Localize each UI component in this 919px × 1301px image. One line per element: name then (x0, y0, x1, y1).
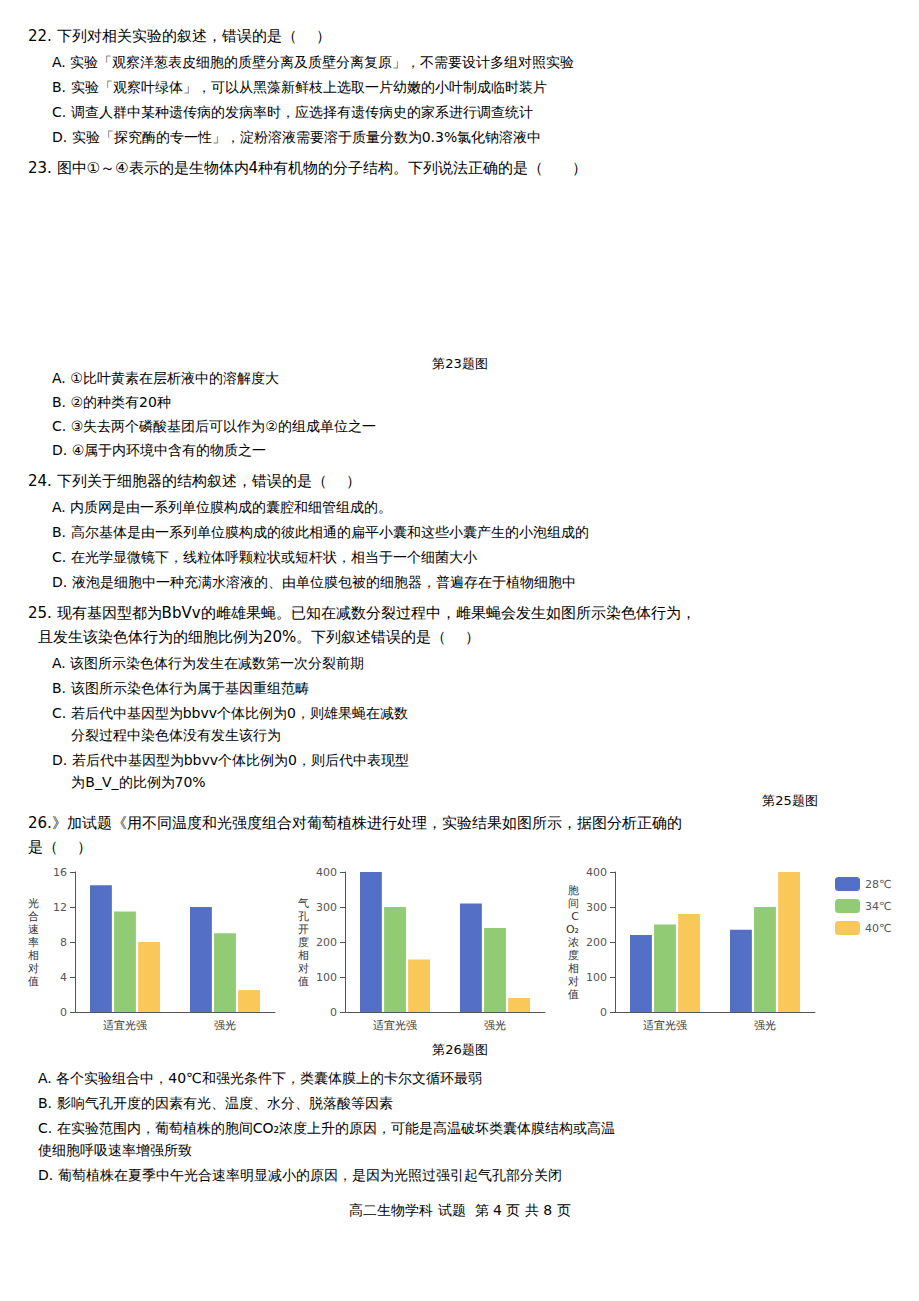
svg-text:值: 值 (298, 975, 309, 988)
svg-text:度: 度 (568, 949, 579, 962)
svg-text:B. 影响气孔开度的因素有光、温度、水分、脱落酸等因素: B. 影响气孔开度的因素有光、温度、水分、脱落酸等因素 (38, 1095, 393, 1111)
svg-text:C. ③失去两个磷酸基团后可以作为②的组成单位之一: C. ③失去两个磷酸基团后可以作为②的组成单位之一 (52, 418, 376, 434)
svg-text:且发生该染色体行为的细胞比例为20%。下列叙述错误的是（: 且发生该染色体行为的细胞比例为20%。下列叙述错误的是（ ） (38, 628, 480, 646)
svg-text:100: 100 (316, 971, 337, 984)
svg-text:胞: 胞 (568, 884, 579, 897)
svg-text:第25题图: 第25题图 (762, 793, 818, 808)
svg-text:C. 调查人群中某种遗传病的发病率时，应选择有遗传病史的家系: C. 调查人群中某种遗传病的发病率时，应选择有遗传病史的家系进行调查统计 (52, 104, 533, 120)
svg-text:C: C (571, 910, 579, 923)
svg-text:A. 实验「观察洋葱表皮细胞的质壁分离及质壁分离复原」，不需: A. 实验「观察洋葱表皮细胞的质壁分离及质壁分离复原」，不需要设计多组对照实验 (52, 54, 574, 70)
svg-text:C. 在光学显微镜下，线粒体呼颗粒状或短杆状，相当于一个细菌: C. 在光学显微镜下，线粒体呼颗粒状或短杆状，相当于一个细菌大小 (52, 549, 477, 565)
svg-text:28℃: 28℃ (865, 878, 891, 891)
svg-text:300: 300 (586, 901, 607, 914)
svg-text:300: 300 (316, 901, 337, 914)
svg-text:适宜光强: 适宜光强 (373, 1019, 417, 1032)
svg-text:4: 4 (60, 971, 67, 984)
svg-text:强光: 强光 (484, 1019, 506, 1032)
svg-text:25. 现有基因型都为BbVv的雌雄果蝇。已知在减数分裂过程: 25. 现有基因型都为BbVv的雌雄果蝇。已知在减数分裂过程中，雌果蝇会发生如图… (28, 604, 696, 622)
svg-text:D. 葡萄植株在夏季中午光合速率明显减小的原因，是因为光照过: D. 葡萄植株在夏季中午光合速率明显减小的原因，是因为光照过强引起气孔部分关闭 (38, 1167, 562, 1183)
svg-text:24. 下列关于细胞器的结构叙述，错误的是（ ）: 24. 下列关于细胞器的结构叙述，错误的是（ ） (28, 472, 361, 490)
svg-text:适宜光强: 适宜光强 (643, 1019, 687, 1032)
svg-text:光: 光 (28, 897, 39, 910)
svg-text:0: 0 (60, 1006, 67, 1019)
svg-text:相: 相 (28, 949, 39, 962)
svg-text:200: 200 (316, 936, 337, 949)
svg-text:值: 值 (568, 988, 579, 1001)
svg-text:B. 该图所示染色体行为属于基因重组范畴: B. 该图所示染色体行为属于基因重组范畴 (52, 680, 309, 696)
svg-text:间: 间 (568, 897, 579, 910)
svg-text:0: 0 (330, 1006, 337, 1019)
svg-text:相: 相 (568, 962, 579, 975)
svg-text:A. 各个实验组合中，40℃和强光条件下，类囊体膜上的卡尔文: A. 各个实验组合中，40℃和强光条件下，类囊体膜上的卡尔文循环最弱 (38, 1070, 482, 1086)
svg-text:对: 对 (568, 975, 579, 988)
svg-text:分裂过程中染色体没有发生该行为: 分裂过程中染色体没有发生该行为 (58, 727, 281, 743)
svg-text:400: 400 (586, 866, 607, 879)
svg-text:第23题图: 第23题图 (432, 356, 488, 371)
svg-text:对: 对 (298, 962, 309, 975)
svg-text:B. ②的种类有20种: B. ②的种类有20种 (52, 394, 171, 410)
svg-text:A. 内质网是由一系列单位膜构成的囊腔和细管组成的。: A. 内质网是由一系列单位膜构成的囊腔和细管组成的。 (52, 499, 392, 515)
svg-text:强光: 强光 (214, 1019, 236, 1032)
svg-text:合: 合 (28, 910, 39, 923)
svg-text:第26题图: 第26题图 (432, 1042, 488, 1057)
svg-text:12: 12 (53, 901, 67, 914)
svg-text:D. ④属于内环境中含有的物质之一: D. ④属于内环境中含有的物质之一 (52, 442, 266, 458)
svg-text:O₂: O₂ (566, 923, 579, 936)
svg-text:A. 该图所示染色体行为发生在减数第一次分裂前期: A. 该图所示染色体行为发生在减数第一次分裂前期 (52, 655, 364, 671)
svg-text:相: 相 (298, 949, 309, 962)
svg-text:A. ①比叶黄素在层析液中的溶解度大: A. ①比叶黄素在层析液中的溶解度大 (52, 370, 279, 386)
svg-text:16: 16 (53, 866, 67, 879)
svg-text:值: 值 (28, 975, 39, 988)
svg-text:强光: 强光 (754, 1019, 776, 1032)
svg-text:D. 液泡是细胞中一种充满水溶液的、由单位膜包被的细胞器，普: D. 液泡是细胞中一种充满水溶液的、由单位膜包被的细胞器，普遍存在于植物细胞中 (52, 574, 576, 590)
svg-text:对: 对 (28, 962, 39, 975)
svg-text:22. 下列对相关实验的叙述，错误的是（ ）: 22. 下列对相关实验的叙述，错误的是（ ） (28, 27, 331, 45)
svg-text:高二生物学科 试题 第 4 页 共 8 页: 高二生物学科 试题 第 4 页 共 8 页 (349, 1202, 570, 1218)
svg-text:为B_V_的比例为70%: 为B_V_的比例为70% (58, 774, 206, 790)
svg-text:度: 度 (298, 936, 309, 949)
svg-text:26.》加试题《用不同温度和光强度组合对葡萄植株进行处理，实: 26.》加试题《用不同温度和光强度组合对葡萄植株进行处理，实验结果如图所示，据图… (28, 814, 682, 832)
svg-text:34℃: 34℃ (865, 900, 891, 913)
svg-text:气: 气 (298, 897, 309, 910)
svg-text:适宜光强: 适宜光强 (103, 1019, 147, 1032)
svg-text:速: 速 (28, 923, 39, 936)
svg-text:40℃: 40℃ (865, 922, 891, 935)
svg-text:孔: 孔 (298, 910, 309, 923)
svg-text:23. 图中①～④表示的是生物体内4种有机物的分子结构。下列: 23. 图中①～④表示的是生物体内4种有机物的分子结构。下列说法正确的是（ ） (28, 159, 587, 177)
svg-text:100: 100 (586, 971, 607, 984)
svg-text:C. 若后代中基因型为bbvv个体比例为0，则雄果蝇在减数: C. 若后代中基因型为bbvv个体比例为0，则雄果蝇在减数 (52, 705, 408, 721)
svg-text:D. 若后代中基因型为bbvv个体比例为0，则后代中表现型: D. 若后代中基因型为bbvv个体比例为0，则后代中表现型 (52, 752, 409, 768)
svg-text:使细胞呼吸速率增强所致: 使细胞呼吸速率增强所致 (38, 1142, 192, 1158)
svg-text:浓: 浓 (568, 936, 579, 949)
svg-text:开: 开 (298, 923, 309, 936)
svg-text:400: 400 (316, 866, 337, 879)
svg-text:C. 在实验范围内，葡萄植株的胞间CO₂浓度上升的原因，可能: C. 在实验范围内，葡萄植株的胞间CO₂浓度上升的原因，可能是高温破坏类囊体膜结… (38, 1120, 615, 1136)
svg-text:8: 8 (60, 936, 67, 949)
svg-text:B. 实验「观察叶绿体」，可以从黑藻新鲜枝上选取一片幼嫩的小: B. 实验「观察叶绿体」，可以从黑藻新鲜枝上选取一片幼嫩的小叶制成临时装片 (52, 79, 547, 95)
svg-text:0: 0 (600, 1006, 607, 1019)
svg-text:D. 实验「探究酶的专一性」，淀粉溶液需要溶于质量分数为0.: D. 实验「探究酶的专一性」，淀粉溶液需要溶于质量分数为0.3%氯化钠溶液中 (52, 129, 541, 145)
svg-text:B. 高尔基体是由一系列单位膜构成的彼此相通的扁平小囊和这些: B. 高尔基体是由一系列单位膜构成的彼此相通的扁平小囊和这些小囊产生的小泡组成的 (52, 524, 589, 540)
svg-text:200: 200 (586, 936, 607, 949)
svg-text:是（ ）: 是（ ） (28, 838, 92, 856)
svg-text:率: 率 (28, 936, 39, 949)
